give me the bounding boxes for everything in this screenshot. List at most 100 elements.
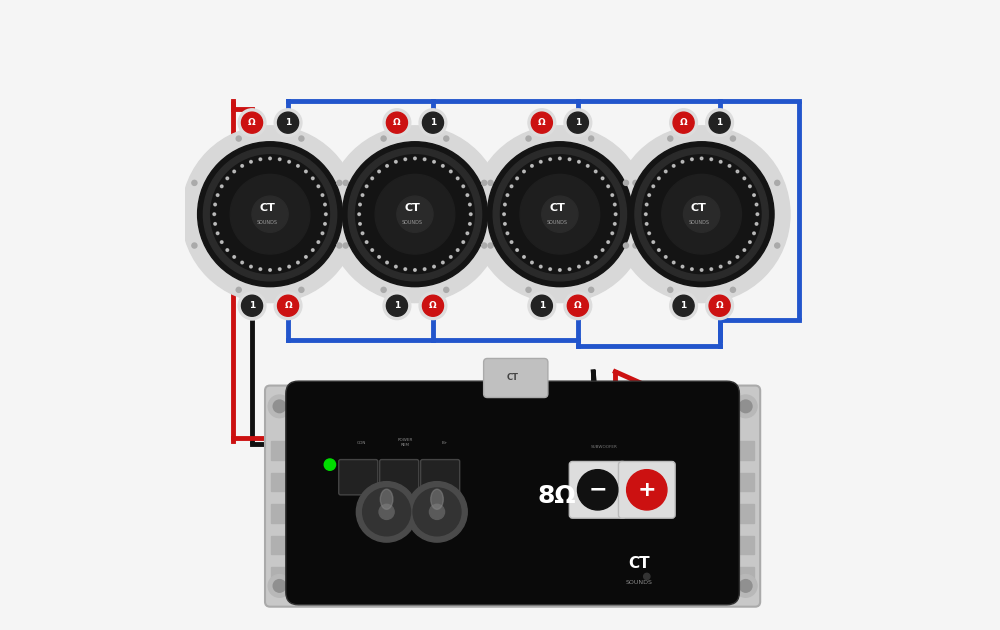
Circle shape <box>259 268 262 270</box>
Circle shape <box>482 243 487 248</box>
Circle shape <box>709 112 730 133</box>
Circle shape <box>226 177 229 180</box>
Circle shape <box>670 109 697 137</box>
Circle shape <box>664 170 667 173</box>
Circle shape <box>586 261 589 264</box>
Circle shape <box>466 232 469 234</box>
Circle shape <box>516 177 518 180</box>
Circle shape <box>297 164 299 167</box>
Circle shape <box>736 170 739 173</box>
Circle shape <box>203 147 337 281</box>
Text: CT: CT <box>404 203 420 213</box>
Circle shape <box>578 161 580 163</box>
Circle shape <box>278 158 281 161</box>
Circle shape <box>526 287 531 292</box>
Circle shape <box>607 185 609 188</box>
Text: CT: CT <box>507 374 519 382</box>
Circle shape <box>623 180 628 185</box>
Circle shape <box>673 112 694 133</box>
Circle shape <box>775 243 780 248</box>
Circle shape <box>321 232 324 234</box>
Circle shape <box>241 112 263 133</box>
Circle shape <box>361 232 364 234</box>
Text: SOUNDS: SOUNDS <box>257 220 278 226</box>
Circle shape <box>395 161 397 163</box>
Circle shape <box>379 504 394 519</box>
Circle shape <box>589 287 594 292</box>
Circle shape <box>358 213 360 215</box>
Circle shape <box>500 155 619 273</box>
Circle shape <box>644 573 650 580</box>
Circle shape <box>734 575 757 597</box>
Text: CT: CT <box>628 556 649 571</box>
Circle shape <box>706 109 733 137</box>
Circle shape <box>504 222 506 225</box>
Circle shape <box>611 232 614 234</box>
Circle shape <box>343 180 348 185</box>
Circle shape <box>528 109 556 137</box>
Circle shape <box>710 268 713 270</box>
Circle shape <box>348 147 482 281</box>
Circle shape <box>469 213 472 215</box>
Circle shape <box>607 241 609 243</box>
Circle shape <box>383 109 411 137</box>
Circle shape <box>378 170 380 173</box>
Circle shape <box>356 155 474 273</box>
Circle shape <box>736 256 739 258</box>
Circle shape <box>488 243 493 248</box>
Circle shape <box>719 265 722 268</box>
Circle shape <box>564 292 592 319</box>
Circle shape <box>233 170 235 173</box>
Circle shape <box>214 222 216 225</box>
Circle shape <box>516 249 518 251</box>
Circle shape <box>700 157 703 160</box>
Circle shape <box>365 185 368 188</box>
Text: SOUNDS: SOUNDS <box>625 580 652 585</box>
Circle shape <box>493 147 627 281</box>
Circle shape <box>629 142 774 287</box>
Circle shape <box>710 158 713 161</box>
Circle shape <box>691 158 693 161</box>
Text: B+: B+ <box>441 440 448 445</box>
Circle shape <box>317 185 320 188</box>
Circle shape <box>487 142 632 287</box>
Circle shape <box>233 256 235 258</box>
Circle shape <box>749 185 751 188</box>
Circle shape <box>220 185 223 188</box>
Circle shape <box>327 126 503 302</box>
Circle shape <box>564 109 592 137</box>
Circle shape <box>371 249 374 251</box>
Circle shape <box>236 136 241 141</box>
Circle shape <box>299 136 304 141</box>
Text: +: + <box>637 480 656 500</box>
Circle shape <box>510 241 513 243</box>
Circle shape <box>469 203 471 206</box>
Circle shape <box>250 265 252 268</box>
Circle shape <box>586 164 589 167</box>
Circle shape <box>311 249 314 251</box>
Text: 1: 1 <box>539 301 545 310</box>
Circle shape <box>456 249 459 251</box>
Circle shape <box>559 157 561 160</box>
Circle shape <box>311 177 314 180</box>
Circle shape <box>375 175 455 254</box>
Circle shape <box>645 222 648 225</box>
Circle shape <box>363 488 411 536</box>
Circle shape <box>613 203 616 206</box>
Circle shape <box>549 158 551 161</box>
Circle shape <box>528 292 556 319</box>
Circle shape <box>359 222 361 225</box>
Circle shape <box>700 268 703 272</box>
Circle shape <box>658 177 660 180</box>
Circle shape <box>211 155 329 273</box>
Circle shape <box>230 175 310 254</box>
Circle shape <box>568 268 571 270</box>
Circle shape <box>739 580 752 592</box>
Bar <box>271 441 287 460</box>
Circle shape <box>662 175 741 254</box>
Circle shape <box>386 164 388 167</box>
Text: SOUNDS: SOUNDS <box>546 220 567 226</box>
Circle shape <box>404 158 407 161</box>
FancyBboxPatch shape <box>618 461 675 518</box>
Circle shape <box>668 136 673 141</box>
